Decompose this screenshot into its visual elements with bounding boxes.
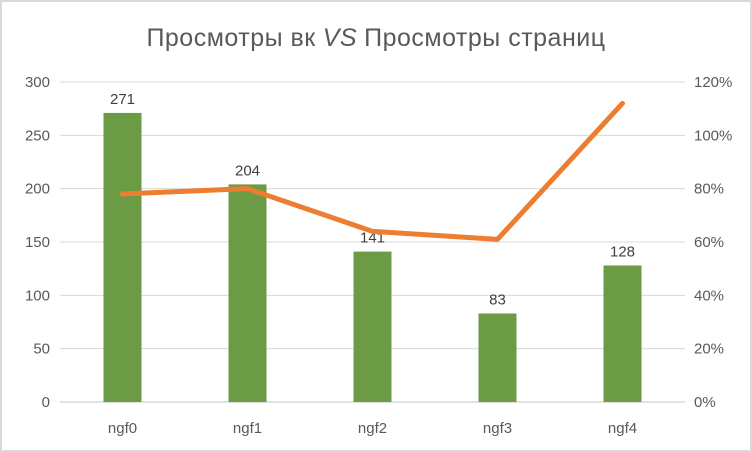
right-axis-tick: 40% [694,287,724,304]
bar-ngf4[interactable] [603,265,642,402]
x-axis-category-ngf0: ngf0 [108,420,137,437]
chart-title-suffix: Просмотры страниц [364,24,606,52]
x-axis-category-ngf3: ngf3 [483,420,512,437]
right-axis-tick: 20% [694,341,724,358]
right-axis-tick: 100% [694,127,732,144]
x-axis-category-ngf1: ngf1 [233,420,262,437]
bar-data-label-ngf1: 204 [235,162,260,179]
bar-data-label-ngf3: 83 [489,291,506,308]
right-axis-tick: 60% [694,234,724,251]
bar-ngf2[interactable] [353,251,392,402]
bar-ngf3[interactable] [478,313,517,402]
right-axis-tick: 0% [694,394,716,411]
right-axis-tick: 80% [694,181,724,198]
left-axis-tick: 200 [25,181,50,198]
x-axis-category-ngf4: ngf4 [608,420,637,437]
left-axis-tick: 250 [25,127,50,144]
chart-title: Просмотры вк VS Просмотры страниц [2,24,750,53]
line-series[interactable] [120,100,625,242]
x-axis-category-ngf2: ngf2 [358,420,387,437]
bar-data-label-ngf0: 271 [110,91,135,108]
right-axis-tick: 120% [694,74,732,91]
chart-title-prefix: Просмотры вк [146,24,316,52]
left-axis-tick: 100 [25,287,50,304]
left-axis-tick: 150 [25,234,50,251]
chart-title-vs: VS [322,24,358,52]
bar-ngf0[interactable] [103,112,142,402]
left-axis-tick: 50 [33,341,50,358]
bar-data-label-ngf4: 128 [610,243,635,260]
left-axis-tick: 0 [42,394,50,411]
bar-ngf1[interactable] [228,184,267,402]
left-axis-tick: 300 [25,74,50,91]
